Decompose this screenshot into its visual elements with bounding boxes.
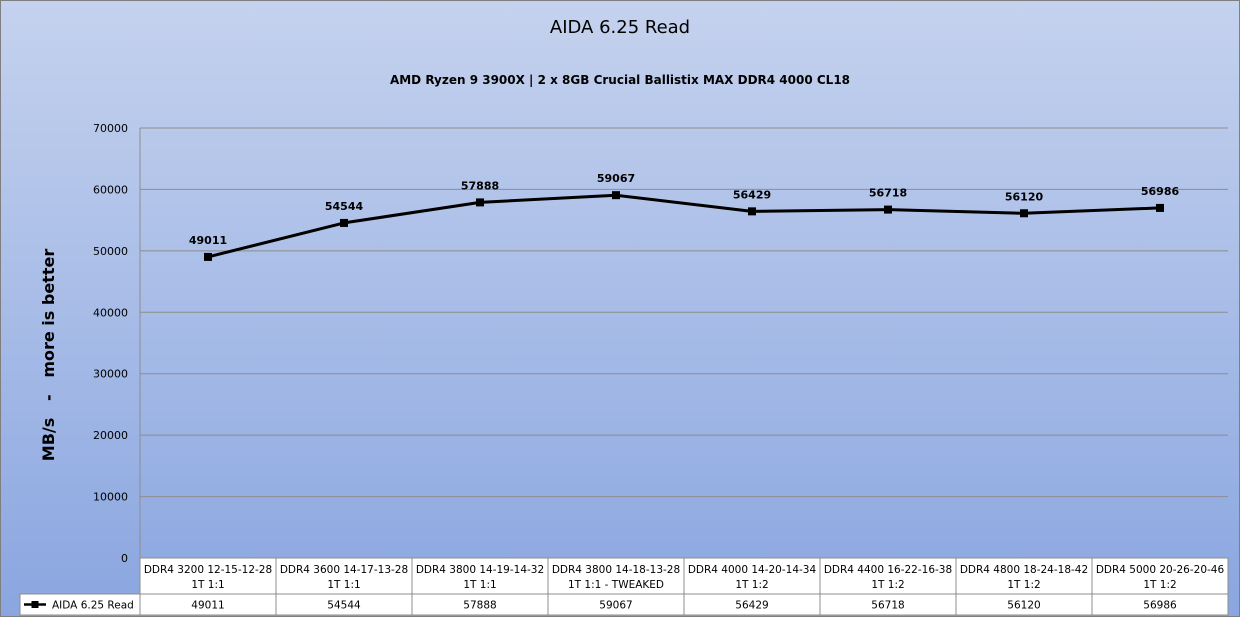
x-tick-label: 1T 1:1: [191, 579, 224, 591]
grid-layer: [139, 127, 1228, 558]
x-tick-label: DDR4 3600 14-17-13-28: [280, 564, 408, 576]
y-tick-label: 0: [121, 552, 128, 565]
data-point-marker: [884, 205, 892, 214]
y-axis-label: MB/s - more is better: [39, 249, 58, 462]
chart-title: AIDA 6.25 Read: [550, 17, 690, 38]
data-label: 57888: [461, 179, 499, 192]
series-line: [207, 193, 1161, 259]
x-tick-label: DDR4 3800 14-19-14-32: [416, 564, 544, 576]
data-label-layer: 49011 54544 57888 59067 56429 56718 56120 56986: [189, 172, 1180, 247]
table-value-cell: 56718: [871, 600, 904, 612]
y-tick-label: 60000: [93, 183, 128, 196]
data-point-marker: [476, 198, 484, 207]
x-tick-label: DDR4 3800 14-18-13-28: [552, 564, 680, 576]
table-value-cell: 57888: [463, 600, 496, 612]
data-point-marker: [612, 191, 620, 200]
data-point-marker: [748, 207, 756, 216]
table-value-cell: 56429: [735, 600, 768, 612]
x-tick-label: 1T 1:1: [463, 579, 496, 591]
series-layer: [204, 191, 1164, 261]
y-tick-label: 50000: [93, 245, 128, 258]
x-tick-label: 1T 1:2: [1007, 579, 1040, 591]
x-tick-label: 1T 1:2: [735, 579, 768, 591]
data-label: 56120: [1005, 190, 1044, 203]
data-point-marker: [1156, 203, 1164, 212]
data-label: 54544: [325, 200, 364, 213]
y-tick-label: 10000: [93, 491, 128, 504]
x-tick-label: DDR4 3200 12-15-12-28: [144, 564, 272, 576]
data-point-marker: [1020, 209, 1028, 218]
data-point-marker: [340, 218, 348, 227]
x-tick-label: DDR4 4000 14-20-14-34: [688, 564, 817, 576]
x-tick-label: DDR4 4400 16-22-16-38: [824, 564, 952, 576]
data-label: 56986: [1141, 185, 1180, 198]
y-tick-label: 20000: [93, 429, 128, 442]
x-tick-label: 1T 1:1 - TWEAKED: [568, 579, 664, 591]
table-value-cell: 59067: [599, 600, 632, 612]
y-tick-label: 30000: [93, 368, 128, 381]
x-tick-label: 1T 1:1: [327, 579, 360, 591]
legend-label: AIDA 6.25 Read: [52, 600, 134, 612]
table-value-cell: 56120: [1007, 600, 1040, 612]
data-label: 49011: [189, 234, 227, 247]
chart-subtitle: AMD Ryzen 9 3900X | 2 x 8GB Crucial Ball…: [390, 73, 850, 87]
x-tick-label: 1T 1:2: [871, 579, 904, 591]
data-label: 56429: [733, 188, 771, 201]
x-tick-label: DDR4 5000 20-26-20-46: [1096, 564, 1225, 576]
table-value-cell: 49011: [191, 600, 224, 612]
x-tick-label: DDR4 4800 18-24-18-42: [960, 564, 1088, 576]
data-label: 56718: [869, 187, 907, 200]
table-value-cell: 56986: [1143, 600, 1177, 612]
data-label: 59067: [597, 172, 635, 185]
x-tick-label: 1T 1:2: [1143, 579, 1176, 591]
y-tick-label: 70000: [93, 122, 128, 135]
data-point-marker: [204, 252, 212, 261]
table-value-cell: 54544: [327, 600, 361, 612]
y-tick-label: 40000: [93, 306, 128, 319]
legend-marker: [31, 601, 39, 608]
data-table: DDR4 3200 12-15-12-28 1T 1:1 DDR4 3600 14-…: [19, 557, 1229, 616]
y-tick-layer: 0 10000 20000 30000 40000 50000 60000 70000: [93, 122, 128, 565]
